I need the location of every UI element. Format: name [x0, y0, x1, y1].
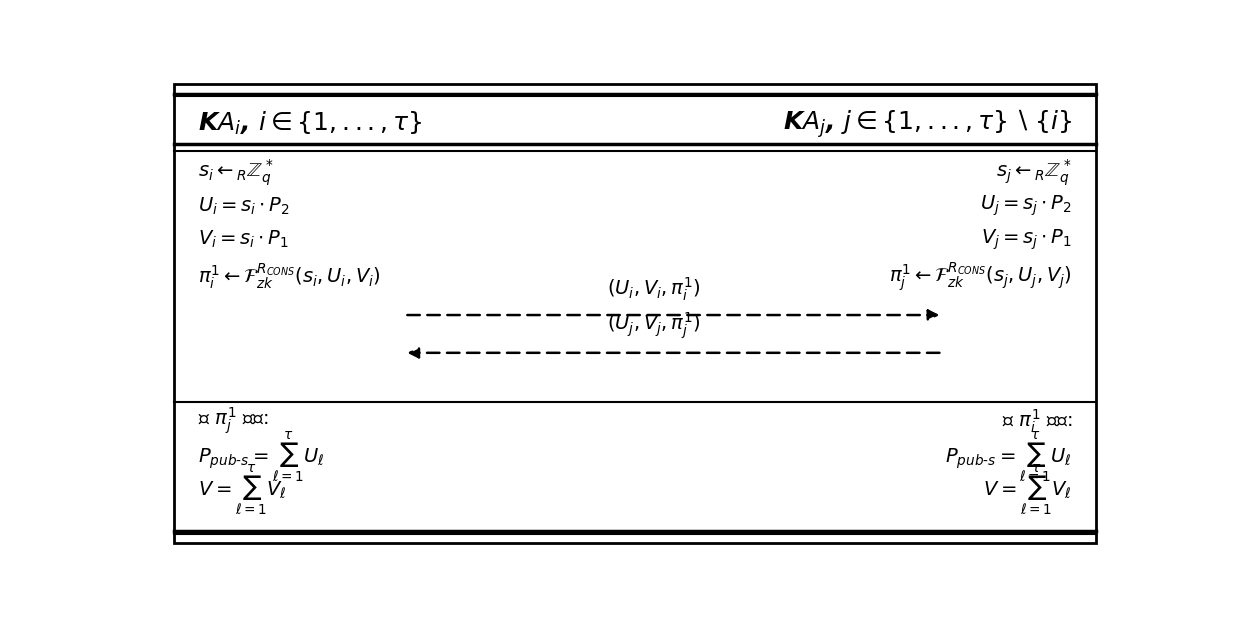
Text: $U_i = s_i \cdot P_2$: $U_i = s_i \cdot P_2$	[198, 196, 290, 217]
Text: $P_{pub\text{-}s} = \sum_{\ell=1}^{\tau} U_\ell$: $P_{pub\text{-}s} = \sum_{\ell=1}^{\tau}…	[945, 430, 1072, 484]
Text: $s_i \leftarrow_R \mathbb{Z}_q^*$: $s_i \leftarrow_R \mathbb{Z}_q^*$	[198, 157, 274, 188]
Text: $\boldsymbol{KA_j}$, $j \in \{1,...,\tau\}\setminus\{i\}$: $\boldsymbol{KA_j}$, $j \in \{1,...,\tau…	[783, 107, 1072, 140]
Text: $\boldsymbol{KA_i}$, $i \in \{1,...,\tau\}$: $\boldsymbol{KA_i}$, $i \in \{1,...,\tau…	[198, 110, 422, 137]
Text: $V = \sum_{\ell=1}^{\tau} V_\ell$: $V = \sum_{\ell=1}^{\tau} V_\ell$	[984, 463, 1072, 518]
Text: 若 $\pi_i^1$ 有效:: 若 $\pi_i^1$ 有效:	[1001, 407, 1072, 435]
Text: $V_j = s_j \cdot P_1$: $V_j = s_j \cdot P_1$	[981, 227, 1072, 252]
Text: $\pi_j^1 \leftarrow \mathcal{F}_{zk}^{R_{CONS}}(s_j, U_j, V_j)$: $\pi_j^1 \leftarrow \mathcal{F}_{zk}^{R_…	[888, 260, 1072, 292]
Text: $\pi_i^1 \leftarrow \mathcal{F}_{zk}^{R_{CONS}}(s_i, U_i, V_i)$: $\pi_i^1 \leftarrow \mathcal{F}_{zk}^{R_…	[198, 261, 382, 291]
Text: 若 $\pi_j^1$ 有效:: 若 $\pi_j^1$ 有效:	[198, 406, 269, 437]
Text: $V_i = s_i \cdot P_1$: $V_i = s_i \cdot P_1$	[198, 229, 289, 250]
Text: $(U_j, V_j, \pi_j^1)$: $(U_j, V_j, \pi_j^1)$	[607, 310, 701, 341]
Text: $U_j = s_j \cdot P_2$: $U_j = s_j \cdot P_2$	[980, 194, 1072, 218]
Text: $P_{pub\text{-}s} = \sum_{\ell=1}^{\tau} U_\ell$: $P_{pub\text{-}s} = \sum_{\ell=1}^{\tau}…	[198, 430, 325, 484]
Text: $s_j \leftarrow_R \mathbb{Z}_q^*$: $s_j \leftarrow_R \mathbb{Z}_q^*$	[996, 157, 1072, 188]
Text: $V = \sum_{\ell=1}^{\tau} V_\ell$: $V = \sum_{\ell=1}^{\tau} V_\ell$	[198, 463, 286, 518]
Text: $(U_i, V_i, \pi_i^1)$: $(U_i, V_i, \pi_i^1)$	[607, 276, 701, 303]
